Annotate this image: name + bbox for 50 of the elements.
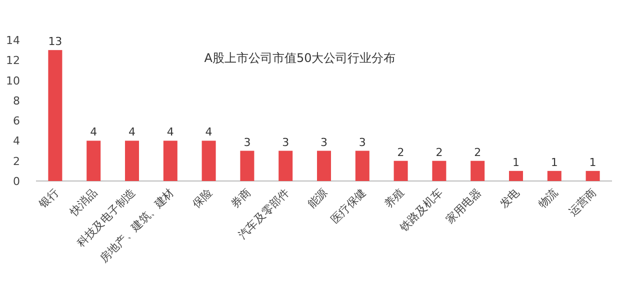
bar: [355, 150, 370, 181]
x-tick-label: 家用电器: [443, 186, 484, 226]
bar: [317, 150, 331, 181]
y-tick-label: 14: [6, 34, 20, 47]
data-label: 1: [512, 156, 520, 169]
data-label: 4: [166, 126, 174, 139]
data-label: 3: [282, 136, 290, 149]
data-label: 3: [358, 136, 366, 149]
y-tick-label: 0: [13, 175, 20, 188]
data-label: 4: [205, 126, 212, 139]
y-tick-label: 12: [6, 54, 20, 68]
data-label: 2: [397, 146, 404, 159]
y-tick-label: 4: [13, 134, 20, 148]
y-tick-label: 10: [6, 74, 20, 88]
data-label: 1: [589, 156, 596, 169]
bar: [394, 160, 408, 181]
data-label: 2: [436, 146, 443, 159]
x-tick-label: 券商: [228, 186, 254, 211]
x-tick-label: 能源: [305, 186, 330, 211]
bar: [278, 150, 293, 181]
bar: [86, 140, 101, 181]
y-tick-label: 6: [13, 114, 20, 128]
text: A股上市公司市值50大公司行业分布: [204, 51, 396, 65]
bar: [48, 50, 62, 181]
x-tick-label: 物流: [536, 186, 561, 211]
data-label: 4: [128, 126, 136, 139]
y-tick-label: 2: [13, 154, 20, 168]
bar: [509, 170, 523, 181]
x-tick-label: 医疗保健: [328, 186, 369, 226]
bar: [240, 150, 254, 181]
bar: [202, 140, 216, 181]
bar: [125, 140, 139, 181]
data-label: 13: [48, 35, 62, 48]
bar: [586, 170, 600, 181]
bar: [470, 160, 485, 181]
x-tick-label: 养殖: [382, 186, 407, 211]
bar: [547, 170, 562, 181]
bar: [432, 160, 446, 181]
x-tick-label: 发电: [497, 186, 522, 211]
data-label: 3: [244, 136, 251, 149]
x-tick-label: 银行: [36, 186, 62, 212]
x-tick-label: 保险: [190, 186, 215, 211]
x-tick-label: 快消品: [66, 186, 100, 220]
x-tick-label: 运营商: [566, 186, 599, 218]
data-label: 3: [320, 136, 328, 149]
y-tick-label: 8: [13, 94, 20, 108]
bar: [163, 140, 178, 181]
data-label: 1: [550, 156, 558, 169]
data-label: 4: [90, 126, 98, 139]
data-label: 2: [474, 146, 482, 159]
